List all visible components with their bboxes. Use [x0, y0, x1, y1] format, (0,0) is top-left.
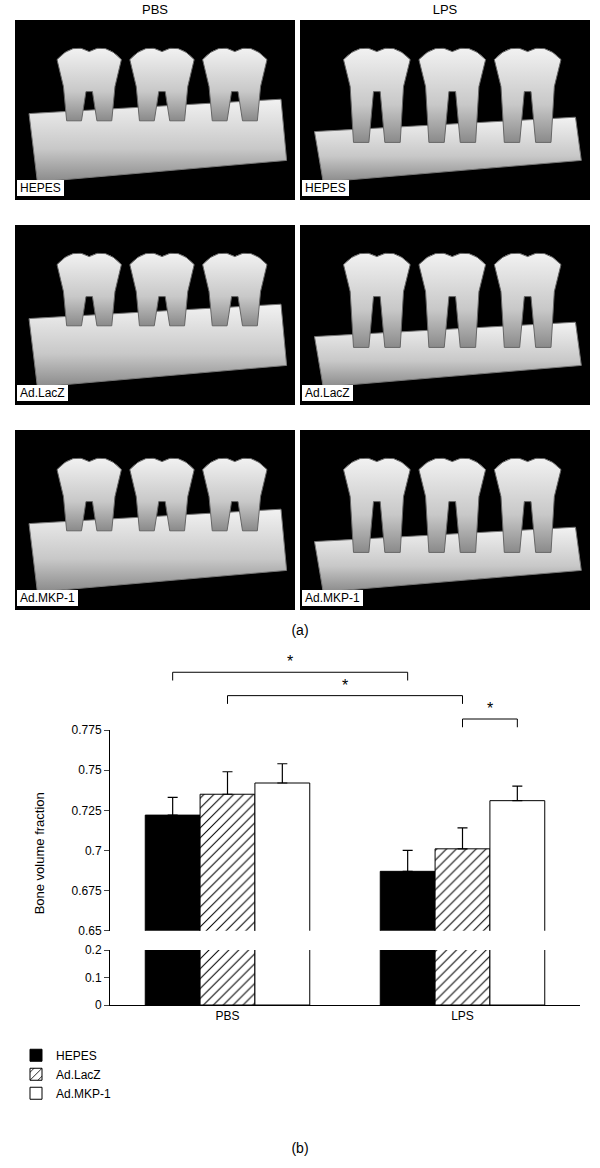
svg-text:*: *: [487, 700, 493, 717]
svg-text:0.1: 0.1: [85, 971, 102, 985]
svg-text:0.2: 0.2: [85, 943, 102, 957]
html-text:Ad.LacZ: Ad.LacZ: [20, 386, 65, 400]
svg-text:Bone volume fraction: Bone volume fraction: [32, 792, 47, 914]
svg-text:*: *: [287, 653, 293, 670]
html-text:Ad.MKP-1: Ad.MKP-1: [305, 591, 360, 605]
html-text:(a): (a): [291, 622, 309, 638]
svg-text:PBS: PBS: [215, 1009, 239, 1023]
svg-text:0.7: 0.7: [85, 844, 102, 858]
svg-text:LPS: LPS: [451, 1009, 474, 1023]
svg-text:0.65: 0.65: [78, 924, 102, 938]
html-text:Ad.LacZ: Ad.LacZ: [305, 386, 350, 400]
svg-text:HEPES: HEPES: [56, 1049, 97, 1063]
svg-text:0.75: 0.75: [78, 763, 102, 777]
html-text:(b): (b): [291, 1140, 309, 1156]
svg-text:0.675: 0.675: [72, 884, 102, 898]
html-text:HEPES: HEPES: [20, 181, 61, 195]
svg-text:Ad.LacZ: Ad.LacZ: [56, 1068, 101, 1082]
svg-text:Ad.MKP-1: Ad.MKP-1: [56, 1087, 111, 1101]
svg-text:0.775: 0.775: [72, 723, 102, 737]
html-text:HEPES: HEPES: [305, 181, 346, 195]
svg-text:0: 0: [95, 998, 102, 1012]
svg-text:*: *: [342, 677, 348, 694]
html-text:LPS: LPS: [432, 2, 458, 17]
html-text:PBS: PBS: [142, 2, 168, 17]
svg-text:0.725: 0.725: [72, 804, 102, 818]
html-text:Ad.MKP-1: Ad.MKP-1: [20, 591, 75, 605]
